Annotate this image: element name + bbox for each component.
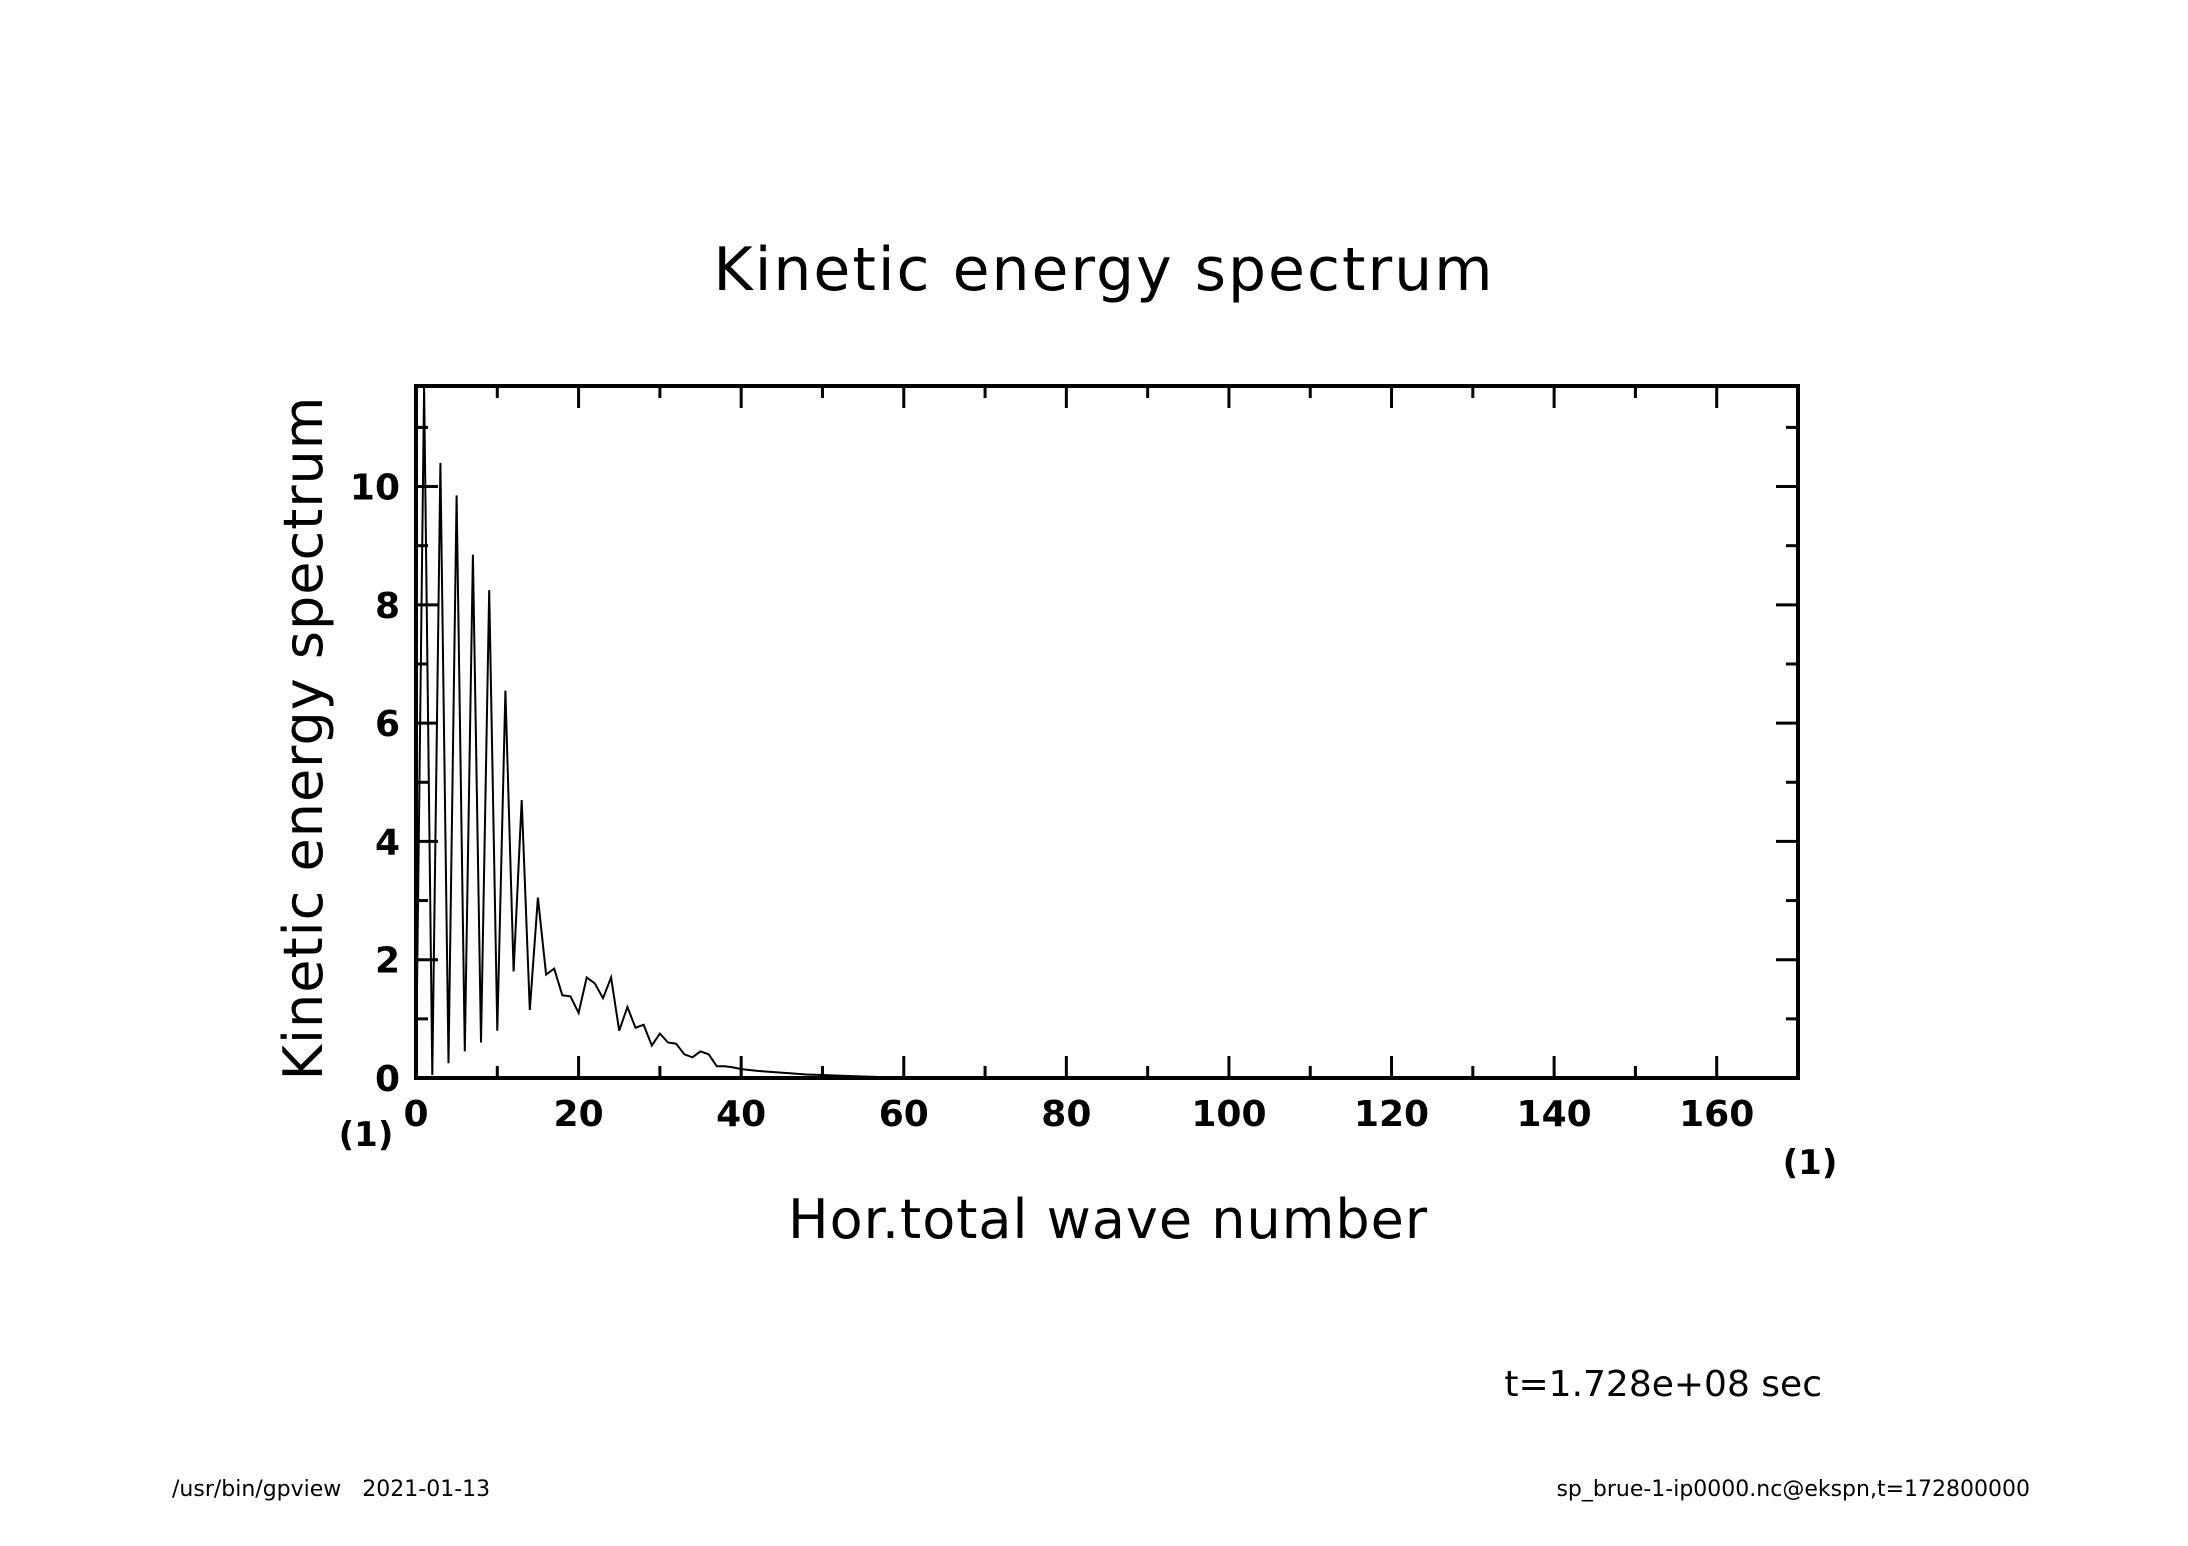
- x-axis-unit: (1): [1783, 1143, 1838, 1183]
- x-tick-label: 160: [1679, 1094, 1754, 1135]
- y-tick-label: 6: [375, 704, 400, 745]
- tick-labels: 0 20 40 60 80 100 120 140 160 0 2 4 6 8 10: [350, 468, 1754, 1135]
- time-annotation: t=1.728e+08 sec: [1504, 1364, 1822, 1405]
- y-tick-label: 2: [375, 941, 400, 982]
- y-tick-label: 10: [350, 468, 400, 509]
- kinetic-energy-line: [415, 385, 1798, 1079]
- y-tick-label: 0: [375, 1059, 400, 1100]
- plot-frame: [414, 384, 1800, 1080]
- y-axis-unit: (1): [339, 1115, 394, 1155]
- footer-left: /usr/bin/gpview 2021-01-13: [172, 1477, 490, 1502]
- x-axis-label: Hor.total wave number: [788, 1188, 1428, 1251]
- chart-title: Kinetic energy spectrum: [713, 235, 1494, 305]
- axis-ticks: [414, 386, 1800, 1080]
- x-tick-label: 20: [554, 1094, 604, 1135]
- y-axis-label: Kinetic energy spectrum: [272, 396, 335, 1081]
- x-tick-label: 80: [1041, 1094, 1091, 1135]
- y-tick-label: 8: [375, 586, 400, 627]
- x-tick-label: 40: [716, 1094, 766, 1135]
- x-tick-label: 140: [1517, 1094, 1592, 1135]
- x-tick-label: 100: [1191, 1094, 1266, 1135]
- x-tick-label: 120: [1354, 1094, 1429, 1135]
- footer-right: sp_brue-1-ip0000.nc@ekspn,t=172800000: [1556, 1477, 2030, 1502]
- x-tick-label: 0: [403, 1094, 428, 1135]
- y-tick-label: 4: [375, 822, 400, 863]
- x-tick-label: 60: [879, 1094, 929, 1135]
